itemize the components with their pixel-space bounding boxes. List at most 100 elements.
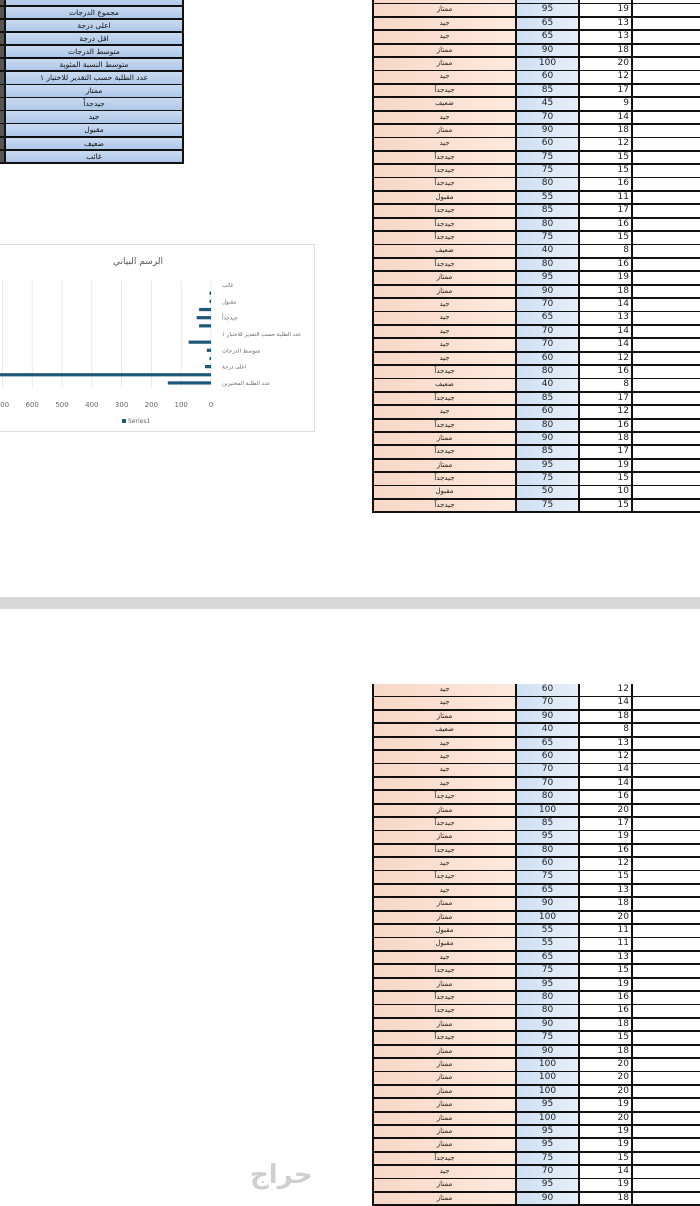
grade-cell[interactable]: جيدجداً — [374, 499, 515, 512]
name-cell[interactable] — [633, 871, 700, 884]
percent-cell[interactable]: 100 — [517, 1112, 578, 1125]
grade-cell[interactable]: جيد — [374, 697, 515, 709]
percent-cell[interactable]: 80 — [517, 218, 578, 231]
score-cell[interactable]: 18 — [580, 285, 631, 298]
grade-cell[interactable]: جيدجداً — [374, 218, 515, 231]
percent-cell[interactable]: 70 — [517, 111, 578, 124]
name-cell[interactable] — [633, 1099, 700, 1111]
grade-cell[interactable]: جيد — [374, 325, 515, 338]
score-cell[interactable]: 19 — [580, 459, 631, 472]
name-cell[interactable] — [633, 325, 700, 338]
grade-cell[interactable]: جيدجداً — [374, 817, 515, 830]
name-cell[interactable] — [633, 764, 700, 776]
name-cell[interactable] — [633, 272, 700, 284]
name-cell[interactable] — [633, 737, 700, 750]
grade-cell[interactable]: ممتاز — [374, 1192, 515, 1205]
name-cell[interactable] — [633, 1152, 700, 1165]
grade-cell[interactable]: ممتاز — [374, 459, 515, 472]
percent-cell[interactable]: 90 — [517, 124, 578, 137]
summary-label[interactable]: اقل درجة — [6, 32, 182, 45]
percent-cell[interactable]: 100 — [517, 1085, 578, 1098]
name-cell[interactable] — [633, 858, 700, 870]
name-cell[interactable] — [633, 459, 700, 472]
grade-cell[interactable]: مقبول — [374, 925, 515, 937]
score-cell[interactable]: 16 — [580, 365, 631, 378]
name-cell[interactable]: ب — [633, 57, 700, 70]
score-cell[interactable]: 18 — [580, 1192, 631, 1205]
percent-cell[interactable]: 75 — [517, 871, 578, 884]
grade-cell[interactable]: ممتاز — [374, 978, 515, 991]
grade-cell[interactable]: جيدجداً — [374, 1005, 515, 1017]
score-cell[interactable]: 18 — [580, 898, 631, 910]
name-cell[interactable] — [633, 285, 700, 298]
percent-cell[interactable]: 95 — [517, 978, 578, 991]
score-cell[interactable]: 15 — [580, 1152, 631, 1165]
grade-cell[interactable]: جيدجداً — [374, 965, 515, 977]
grade-cell[interactable]: مقبول — [374, 938, 515, 951]
percent-cell[interactable]: 90 — [517, 285, 578, 298]
name-cell[interactable] — [633, 111, 700, 124]
summary-label[interactable]: عدد الطلبة حسب التقدير للاختبار ١ — [6, 72, 182, 84]
grade-cell[interactable]: ممتاز — [374, 124, 515, 137]
name-cell[interactable] — [633, 1139, 700, 1151]
name-cell[interactable] — [633, 1085, 700, 1098]
score-cell[interactable]: 19 — [580, 831, 631, 843]
percent-cell[interactable]: 90 — [517, 1192, 578, 1205]
percent-cell[interactable]: 95 — [517, 1179, 578, 1192]
score-cell[interactable]: 19 — [580, 978, 631, 991]
percent-cell[interactable]: 50 — [517, 486, 578, 499]
percent-cell[interactable]: 60 — [517, 352, 578, 365]
name-cell[interactable] — [633, 232, 700, 244]
name-cell[interactable] — [633, 938, 700, 951]
percent-cell[interactable]: 90 — [517, 1045, 578, 1058]
score-cell[interactable]: 14 — [580, 1166, 631, 1178]
score-cell[interactable]: 20 — [580, 1058, 631, 1071]
grade-cell[interactable]: جيد — [374, 71, 515, 83]
name-cell[interactable] — [633, 1058, 700, 1071]
name-cell[interactable] — [633, 432, 700, 445]
name-cell[interactable] — [633, 710, 700, 723]
grade-cell[interactable]: جيدجداً — [374, 991, 515, 1004]
percent-cell[interactable]: 100 — [517, 57, 578, 70]
score-cell[interactable]: 17 — [580, 205, 631, 217]
summary-label[interactable]: ممتاز — [6, 85, 182, 97]
score-cell[interactable]: 15 — [580, 473, 631, 485]
cell[interactable] — [374, 0, 515, 3]
percent-cell[interactable]: 40 — [517, 379, 578, 391]
grade-cell[interactable]: جيد — [374, 737, 515, 750]
grade-cell[interactable]: جيد — [374, 31, 515, 43]
name-cell[interactable] — [633, 499, 700, 512]
grade-cell[interactable]: ممتاز — [374, 1125, 515, 1138]
grade-cell[interactable]: ممتاز — [374, 57, 515, 70]
grade-cell[interactable]: ممتاز — [374, 1058, 515, 1071]
percent-cell[interactable]: 80 — [517, 258, 578, 271]
grade-cell[interactable]: ممتاز — [374, 1045, 515, 1058]
score-cell[interactable]: 12 — [580, 858, 631, 870]
name-cell[interactable] — [633, 684, 700, 696]
name-cell[interactable] — [633, 258, 700, 271]
score-cell[interactable]: 16 — [580, 844, 631, 857]
percent-cell[interactable]: 75 — [517, 1032, 578, 1044]
grade-cell[interactable]: ممتاز — [374, 710, 515, 723]
name-cell[interactable] — [633, 419, 700, 432]
summary-label[interactable] — [6, 0, 182, 6]
score-cell[interactable]: 12 — [580, 352, 631, 365]
summary-label[interactable]: متوسط الدرجات — [6, 46, 182, 58]
percent-cell[interactable]: 80 — [517, 991, 578, 1004]
percent-cell[interactable]: 70 — [517, 339, 578, 351]
grade-cell[interactable]: جيدجداً — [374, 1152, 515, 1165]
score-cell[interactable]: 12 — [580, 406, 631, 418]
percent-cell[interactable]: 80 — [517, 844, 578, 857]
name-cell[interactable] — [633, 365, 700, 378]
score-cell[interactable]: 14 — [580, 764, 631, 776]
score-cell[interactable]: 18 — [580, 124, 631, 137]
percent-cell[interactable]: 60 — [517, 406, 578, 418]
name-cell[interactable] — [633, 312, 700, 324]
score-cell[interactable]: 20 — [580, 804, 631, 817]
percent-cell[interactable]: 80 — [517, 178, 578, 191]
percent-cell[interactable]: 100 — [517, 1058, 578, 1071]
grade-cell[interactable]: جيد — [374, 406, 515, 418]
name-cell[interactable]: ب — [633, 750, 700, 763]
score-cell[interactable]: 19 — [580, 1099, 631, 1111]
score-cell[interactable]: 16 — [580, 218, 631, 231]
